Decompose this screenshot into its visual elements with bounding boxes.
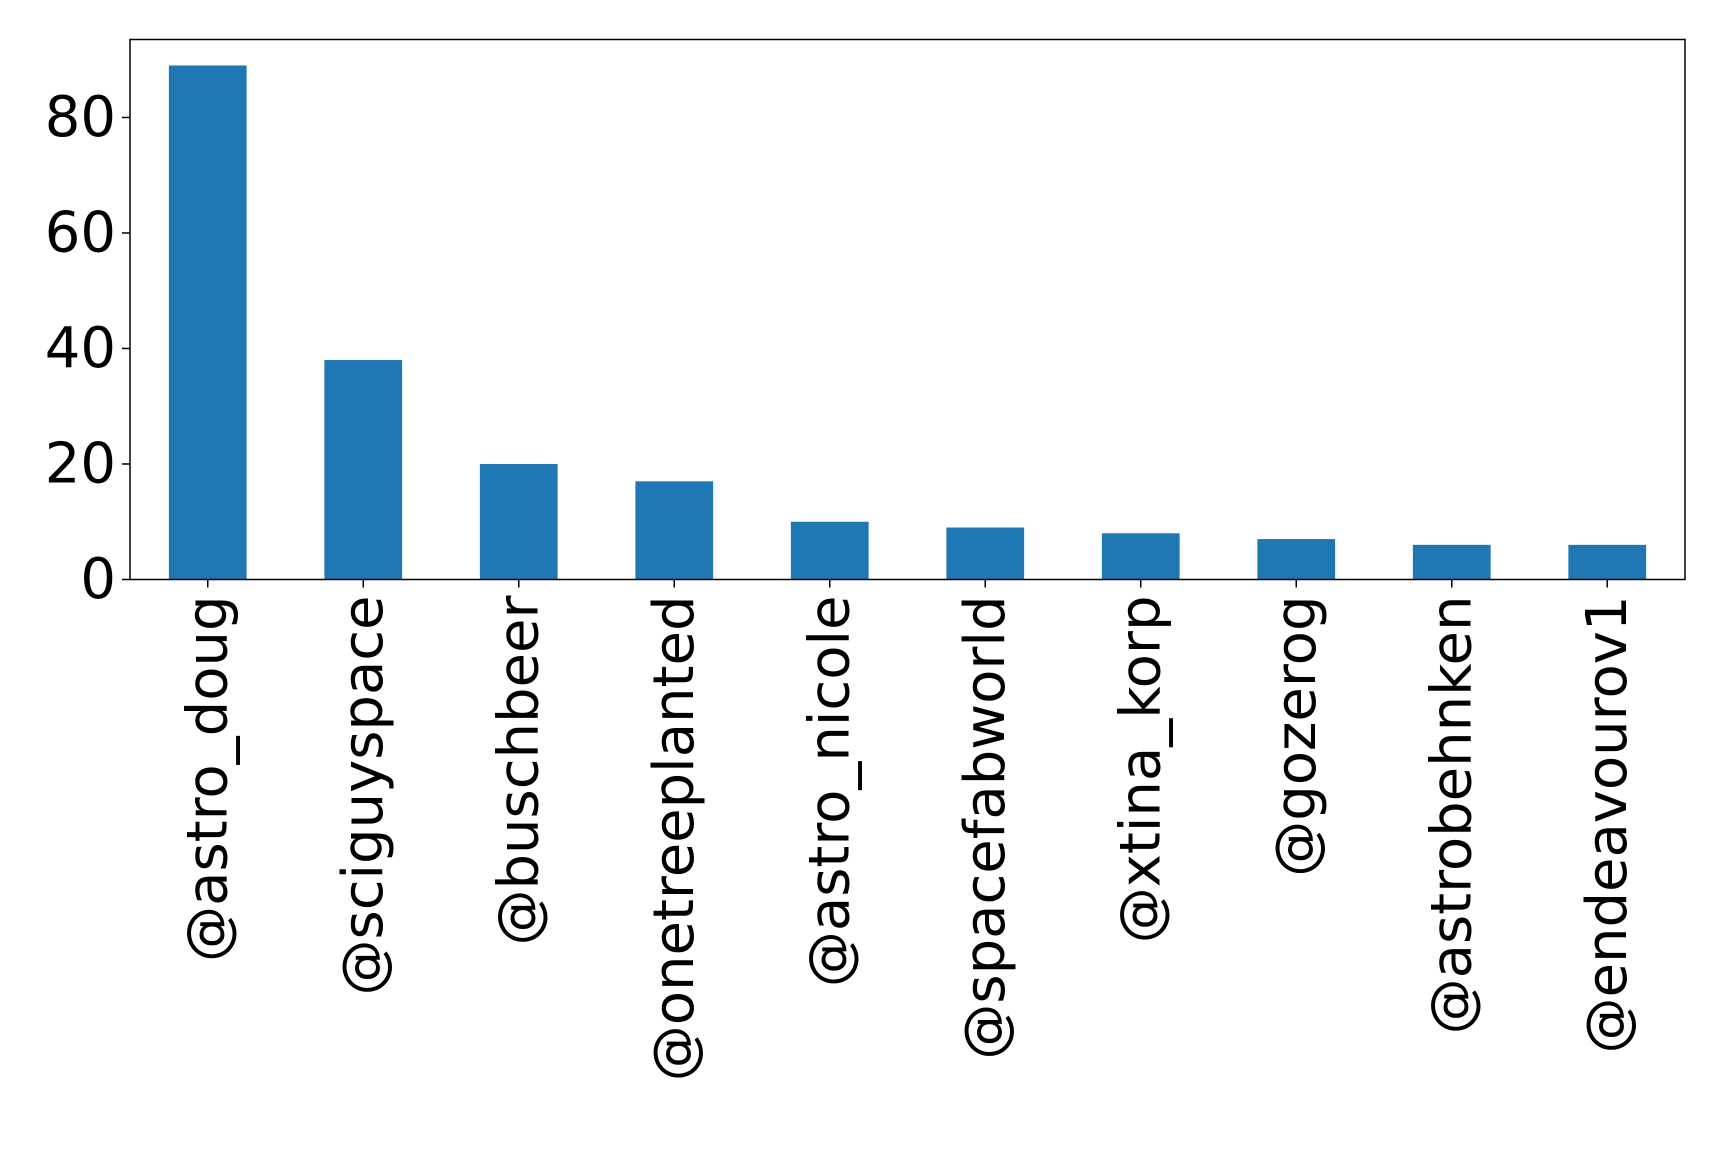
y-tick-label: 80 — [45, 85, 116, 150]
bars-layer — [168, 65, 1647, 580]
bar-buschbeer — [479, 463, 558, 580]
x-tick-label: @astro_doug — [175, 596, 240, 962]
bar-astro-doug — [168, 65, 247, 580]
plot-frame — [129, 38, 1686, 581]
y-tick-label: 40 — [45, 316, 116, 381]
x-tick-label: @gozerog — [1264, 596, 1329, 877]
x-tick-label: @onetreeplanted — [642, 596, 707, 1082]
y-tick-label: 20 — [45, 431, 116, 496]
x-tick-label: @astro_nicole — [797, 596, 862, 988]
x-tick-label: @sciguyspace — [331, 596, 396, 996]
x-tick-label: @xtina_korp — [1108, 596, 1173, 944]
x-tick-label: @astrobehnken — [1419, 596, 1484, 1035]
x-tick-label: @buschbeer — [486, 595, 551, 946]
bar-endeavourov1 — [1568, 544, 1647, 580]
x-axis: @astro_doug @sciguyspace @buschbeer @onetre… — [175, 579, 1640, 1082]
x-tick-label: @spacefabworld — [953, 596, 1018, 1060]
y-axis: 0 20 40 60 80 — [45, 85, 130, 612]
bar-onetreeplanted — [635, 481, 714, 580]
bar-gozerog — [1257, 539, 1336, 580]
y-tick-label: 0 — [80, 547, 116, 612]
x-tick-label: @endeavourov1 — [1575, 596, 1640, 1054]
bar-spacefabworld — [946, 527, 1025, 580]
bar-astro-nicole — [790, 521, 869, 580]
bar-sciguyspace — [324, 360, 403, 580]
bar-astrobehnken — [1412, 544, 1491, 580]
bar-xtina-korp — [1101, 533, 1180, 580]
y-tick-label: 60 — [45, 200, 116, 265]
